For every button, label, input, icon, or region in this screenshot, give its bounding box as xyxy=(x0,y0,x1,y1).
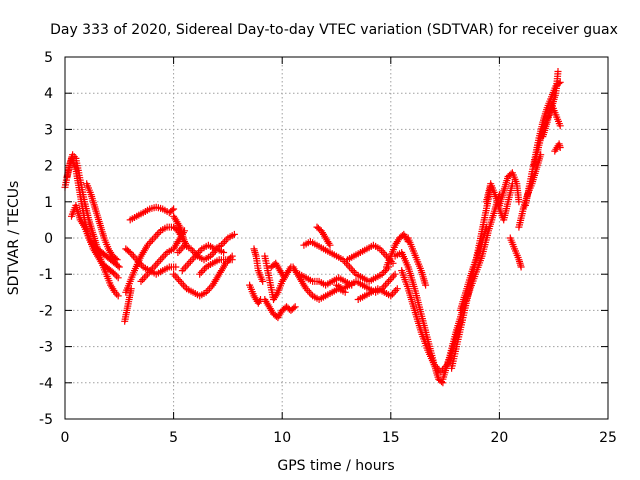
y-tick-label: 3 xyxy=(44,122,53,138)
y-tick-label: 5 xyxy=(44,50,53,66)
data-trace xyxy=(267,259,288,282)
y-tick-label: -3 xyxy=(39,340,53,356)
data-trace xyxy=(261,296,299,322)
data-trace xyxy=(83,180,121,264)
data-trace xyxy=(170,252,236,300)
x-tick-label: 0 xyxy=(61,430,70,446)
data-trace xyxy=(313,223,334,249)
data-trace xyxy=(506,234,525,271)
x-tick-label: 10 xyxy=(273,430,291,446)
y-axis-label: SDTVAR / TECUs xyxy=(6,181,22,296)
chart-title: Day 333 of 2020, Sidereal Day-to-day VTE… xyxy=(50,22,618,38)
data-trace xyxy=(495,169,523,209)
data-trace xyxy=(250,245,267,285)
data-trace xyxy=(261,252,295,303)
data-trace xyxy=(456,223,490,314)
y-tick-label: 4 xyxy=(44,86,53,102)
data-trace xyxy=(121,285,135,325)
data-trace xyxy=(296,270,356,289)
y-tick-label: 1 xyxy=(44,195,53,211)
y-tick-label: 2 xyxy=(44,159,53,175)
data-trace xyxy=(178,230,238,275)
x-tick-label: 20 xyxy=(490,430,508,446)
y-tick-label: -5 xyxy=(39,412,53,428)
data-trace xyxy=(551,140,564,155)
data-trace xyxy=(170,212,191,249)
grid-lines xyxy=(65,57,608,419)
data-trace xyxy=(126,203,178,224)
y-tick-label: 0 xyxy=(44,231,53,247)
data-trace xyxy=(246,281,264,307)
plot-frame xyxy=(64,56,609,420)
x-axis-label: GPS time / hours xyxy=(277,458,394,474)
data-trace xyxy=(122,223,186,296)
data-points xyxy=(61,68,564,387)
x-tick-label: 15 xyxy=(382,430,400,446)
y-tick-label: -2 xyxy=(39,303,53,319)
x-tick-label: 5 xyxy=(169,430,178,446)
data-trace xyxy=(196,256,236,278)
data-trace xyxy=(300,238,393,285)
data-trace xyxy=(354,285,401,303)
data-trace xyxy=(61,151,122,300)
y-tick-label: -4 xyxy=(39,376,53,392)
data-trace xyxy=(404,234,430,289)
data-trace xyxy=(539,100,564,141)
data-trace xyxy=(68,201,123,271)
y-tick-label: -1 xyxy=(39,267,53,283)
x-tick-label: 25 xyxy=(599,430,617,446)
